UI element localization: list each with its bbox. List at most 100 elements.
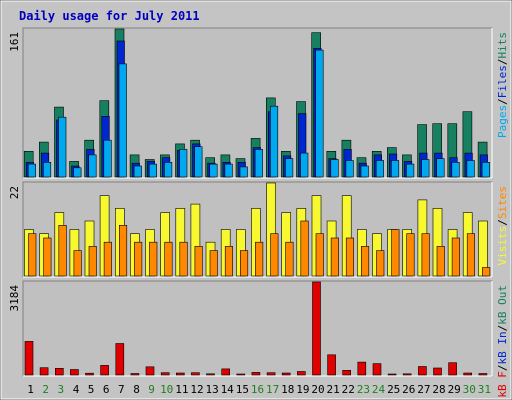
x-label-day-1: 1: [27, 383, 34, 396]
x-label-day-27: 27: [417, 383, 430, 396]
x-label-day-31: 31: [478, 383, 491, 396]
legend-entry: kB F: [496, 371, 509, 398]
pages-bar-day-16: [254, 149, 263, 178]
pages-bar-day-7: [118, 63, 127, 178]
sites-bar-day-2: [43, 237, 52, 277]
sites-bar-day-21: [330, 237, 339, 277]
kbytes-bar-day-17: [266, 372, 276, 376]
sites-bar-day-13: [209, 250, 218, 277]
pages-bar-day-29: [451, 162, 460, 178]
sites-bar-day-29: [451, 237, 460, 277]
kbytes-bar-day-3: [54, 367, 64, 376]
pages-bar-day-6: [103, 139, 112, 178]
panel-visits-sites: 22 Visits/Sites: [8, 181, 509, 278]
sites-bar-day-6: [103, 241, 112, 277]
kbytes-bar-day-12: [191, 372, 200, 376]
pages-bar-day-25: [390, 160, 400, 178]
kbytes-bar-day-23: [357, 361, 367, 376]
x-label-day-9: 9: [148, 383, 155, 396]
pages-bar-day-14: [224, 163, 233, 178]
pages-bar-day-28: [436, 158, 445, 178]
sites-bar-day-18: [285, 241, 294, 277]
x-label-day-16: 16: [251, 383, 264, 396]
x-label-day-19: 19: [296, 383, 309, 396]
legend-entry: kB Out: [496, 285, 509, 325]
x-label-day-6: 6: [103, 383, 110, 396]
x-label-day-13: 13: [205, 383, 218, 396]
pages-bar-day-2: [42, 162, 52, 178]
scale-max-label: 3184: [8, 285, 21, 312]
kbytes-bar-day-18: [281, 372, 291, 376]
pages-bar-day-19: [300, 152, 309, 178]
kbytes-bar-day-8: [130, 373, 140, 376]
kbytes-bar-day-20: [312, 281, 321, 376]
pages-bar-day-18: [285, 158, 294, 178]
kbytes-bar-day-5: [85, 372, 94, 376]
x-label-day-24: 24: [372, 383, 386, 396]
kbytes-bar-day-21: [327, 354, 336, 376]
pages-bar-day-21: [330, 159, 339, 178]
legend-entry: Files: [496, 65, 509, 98]
kbytes-bar-day-28: [433, 367, 442, 376]
x-axis-day-labels: 1 2 3 4 5 6 7 8 9 10 11 12 13 14 15 16 17 18 19 20 21 22 23 24 2…: [27, 383, 491, 396]
kbytes-bar-day-26: [402, 373, 412, 376]
pages-bar-day-3: [58, 116, 67, 178]
legend-entry: /: [496, 98, 509, 105]
sites-bar-day-17: [270, 233, 279, 277]
x-label-day-23: 23: [357, 383, 370, 396]
x-label-day-11: 11: [175, 383, 188, 396]
sites-bar-day-14: [224, 246, 233, 277]
sites-bar-day-27: [421, 233, 430, 277]
sites-bar-day-31: [482, 267, 491, 277]
sites-bar-day-20: [315, 233, 324, 277]
x-label-day-28: 28: [432, 383, 445, 396]
x-label-day-30: 30: [463, 383, 476, 396]
sites-bar-day-4: [73, 250, 82, 277]
scale-max-label: 22: [8, 186, 21, 199]
sites-bar-day-7: [119, 225, 128, 277]
sites-bar-day-19: [300, 220, 309, 277]
series-legend: Visits/Sites: [496, 186, 509, 266]
kbytes-bar-day-16: [251, 372, 261, 376]
x-label-day-22: 22: [342, 383, 355, 396]
sites-bar-day-11: [179, 241, 188, 277]
x-label-day-10: 10: [160, 383, 173, 396]
sites-bar-day-5: [88, 246, 97, 277]
kbytes-bar-day-13: [206, 373, 215, 376]
pages-bar-day-13: [209, 163, 218, 178]
sites-bar-day-8: [134, 241, 143, 277]
legend-entry: kB In: [496, 331, 509, 364]
chart-title: Daily usage for July 2011: [19, 9, 200, 23]
x-label-day-26: 26: [402, 383, 415, 396]
x-label-day-8: 8: [133, 383, 140, 396]
x-label-day-2: 2: [42, 383, 49, 396]
legend-entry: /: [496, 59, 509, 66]
x-label-day-25: 25: [387, 383, 400, 396]
pages-bar-day-1: [27, 163, 37, 178]
kbytes-bar-day-15: [236, 373, 246, 376]
pages-bar-day-15: [239, 166, 248, 178]
sites-bar-day-16: [255, 241, 264, 277]
kbytes-bar-day-22: [342, 369, 352, 376]
pages-bar-day-27: [421, 159, 430, 178]
x-label-day-21: 21: [326, 383, 339, 396]
legend-entry: Pages: [496, 105, 509, 138]
kbytes-bar-day-7: [115, 343, 125, 376]
kbytes-bar-day-1: [24, 341, 34, 376]
panel-background: [22, 280, 493, 377]
sites-bar-day-1: [28, 233, 37, 277]
x-label-day-15: 15: [236, 383, 249, 396]
x-label-day-3: 3: [57, 383, 64, 396]
series-legend: Pages/Files/Hits: [496, 32, 509, 138]
pages-bar-day-17: [269, 105, 279, 178]
sites-bar-day-26: [406, 233, 415, 277]
kbytes-bar-day-9: [145, 366, 155, 376]
pages-bar-day-8: [133, 165, 142, 178]
sites-bar-day-3: [58, 225, 67, 277]
pages-bar-day-31: [481, 162, 490, 178]
pages-bar-day-11: [179, 149, 188, 178]
kbytes-bar-day-11: [176, 372, 185, 376]
kbytes-bar-day-31: [478, 373, 488, 376]
pages-bar-day-24: [375, 160, 385, 178]
